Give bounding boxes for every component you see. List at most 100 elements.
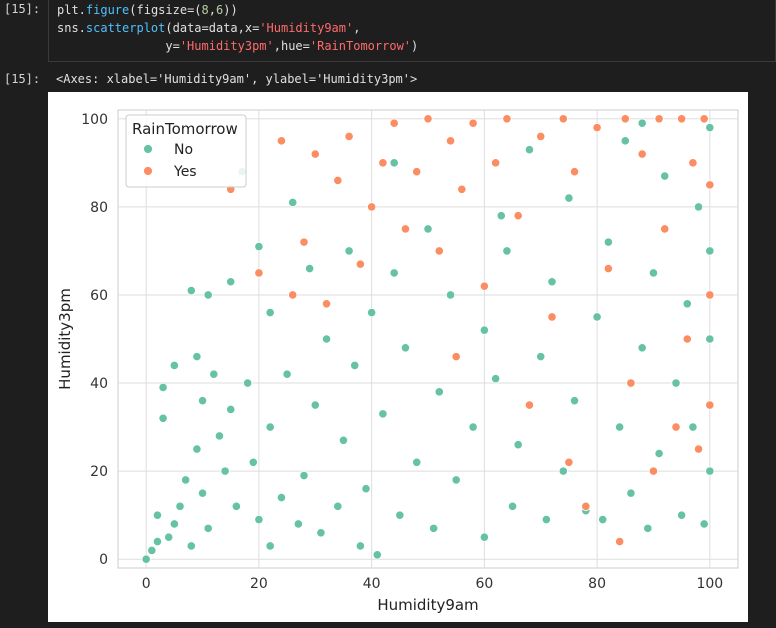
scatter-point-yes bbox=[389, 118, 399, 128]
scatter-point-no bbox=[265, 541, 275, 551]
scatter-point-yes bbox=[513, 211, 523, 221]
scatter-point-no bbox=[564, 193, 574, 203]
scatter-point-no bbox=[558, 466, 568, 476]
scatter-point-no bbox=[682, 299, 692, 309]
scatter-point-no bbox=[254, 241, 264, 252]
scatter-point-no bbox=[434, 387, 444, 397]
code-token: )) bbox=[223, 3, 238, 17]
y-tick-label: 100 bbox=[81, 112, 108, 128]
scatter-point-yes bbox=[254, 268, 264, 278]
scatter-point-yes bbox=[615, 536, 625, 547]
scatter-point-yes bbox=[491, 158, 501, 168]
scatter-point-no bbox=[451, 475, 461, 485]
code-token: (figsize=( bbox=[129, 3, 202, 17]
scatter-point-no bbox=[186, 285, 196, 296]
scatter-point-no bbox=[333, 501, 343, 511]
scatter-point-yes bbox=[682, 334, 692, 344]
x-tick-label: 20 bbox=[250, 576, 268, 592]
code-token: ) bbox=[411, 39, 419, 53]
scatter-point-no bbox=[355, 541, 365, 551]
scatter-point-yes bbox=[705, 400, 715, 410]
scatter-point-no bbox=[141, 554, 151, 564]
scatter-point-no bbox=[192, 352, 202, 362]
scatter-point-no bbox=[660, 171, 670, 181]
scatter-point-no bbox=[479, 532, 489, 542]
scatter-point-yes bbox=[660, 224, 670, 234]
scatter-point-no bbox=[412, 457, 422, 467]
scatter-point-no bbox=[310, 400, 320, 410]
scatter-point-no bbox=[445, 290, 456, 300]
scatter-point-yes bbox=[434, 246, 444, 256]
code-token: sns. bbox=[57, 21, 86, 35]
code-token: plt. bbox=[57, 3, 86, 17]
code-token: 'Humidity3pm' bbox=[179, 39, 274, 53]
scatter-point-yes bbox=[648, 466, 659, 476]
scatter-point-no bbox=[592, 312, 602, 322]
scatter-point-no bbox=[615, 422, 625, 432]
code-line: sns.scatterplot(data=data,x='Humidity9am… bbox=[57, 19, 767, 37]
scatter-point-yes bbox=[705, 180, 715, 190]
scatter-point-no bbox=[197, 488, 208, 498]
scatter-point-yes bbox=[536, 131, 546, 142]
scatter-point-yes bbox=[344, 131, 354, 142]
scatter-point-yes bbox=[321, 299, 332, 309]
scatter-point-no bbox=[491, 374, 501, 384]
x-axis-label: Humidity9am bbox=[377, 596, 478, 614]
scatter-point-no bbox=[276, 492, 287, 503]
x-tick-label: 80 bbox=[588, 576, 606, 592]
scatter-point-no bbox=[181, 475, 191, 485]
scatter-point-yes bbox=[626, 378, 636, 388]
scatter-point-yes bbox=[310, 149, 320, 159]
legend-marker bbox=[143, 144, 153, 154]
legend-box bbox=[125, 114, 247, 188]
scatter-point-yes bbox=[423, 114, 433, 124]
scatter-point-no bbox=[203, 523, 213, 533]
scatter-point-no bbox=[705, 246, 715, 256]
scatter-point-no bbox=[226, 404, 236, 415]
code-token: 6 bbox=[215, 3, 224, 17]
scatter-point-no bbox=[536, 352, 546, 362]
scatter-point-no bbox=[423, 224, 433, 234]
scatter-point-no bbox=[299, 470, 309, 481]
scatter-point-no bbox=[603, 237, 613, 247]
scatter-point-yes bbox=[524, 400, 535, 410]
scatter-point-no bbox=[321, 334, 332, 344]
legend-marker bbox=[143, 166, 153, 176]
scatter-point-yes bbox=[276, 136, 287, 146]
scatter-point-no bbox=[220, 466, 230, 476]
scatter-point-yes bbox=[502, 114, 512, 124]
legend-entry-label: No bbox=[174, 142, 193, 158]
scatter-point-no bbox=[367, 307, 377, 318]
scatter-point-no bbox=[496, 211, 506, 221]
scatter-point-no bbox=[524, 145, 535, 155]
y-axis-label: Humidity3pm bbox=[56, 288, 74, 390]
scatter-point-yes bbox=[468, 118, 478, 128]
scatter-point-no bbox=[152, 510, 163, 520]
scatter-point-yes bbox=[451, 352, 461, 362]
scatter-point-no bbox=[648, 268, 659, 278]
code-cell[interactable]: plt.figure(figsize=(8,6)) sns.scatterplot… bbox=[48, 0, 776, 62]
scatter-point-no bbox=[513, 440, 523, 450]
scatter-point-no bbox=[479, 325, 489, 335]
code-token: figure bbox=[85, 3, 130, 17]
scatter-point-no bbox=[169, 519, 179, 529]
scatter-point-no bbox=[705, 466, 715, 476]
scatter-point-no bbox=[192, 444, 202, 454]
scatter-point-no bbox=[293, 519, 303, 529]
scatter-point-yes bbox=[457, 184, 467, 194]
scatter-point-no bbox=[175, 501, 185, 511]
code-token: y= bbox=[57, 39, 180, 53]
scatter-point-yes bbox=[581, 501, 591, 511]
y-tick-label: 80 bbox=[90, 200, 108, 216]
scatter-point-no bbox=[429, 523, 439, 533]
scatter-point-no bbox=[705, 123, 715, 133]
output-prompt: [15]: bbox=[4, 72, 41, 86]
scatter-point-no bbox=[569, 396, 580, 406]
scatter-point-no bbox=[547, 277, 557, 287]
scatter-point-yes bbox=[671, 422, 681, 432]
scatter-point-no bbox=[164, 532, 174, 542]
scatter-point-yes bbox=[620, 114, 630, 124]
scatter-point-yes bbox=[288, 290, 298, 300]
scatter-point-no bbox=[350, 360, 360, 371]
scatter-point-no bbox=[265, 307, 275, 318]
